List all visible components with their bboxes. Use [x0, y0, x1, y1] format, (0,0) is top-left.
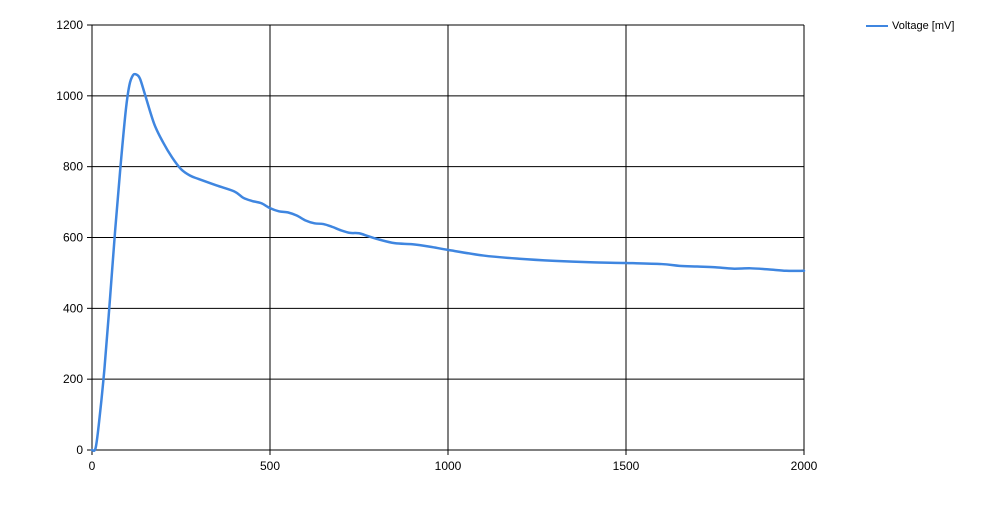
y-tick-label: 200: [63, 372, 83, 386]
series-line-voltage: [90, 72, 806, 453]
y-tick-label: 1000: [56, 89, 83, 103]
legend-label: Voltage [mV]: [892, 20, 955, 32]
y-tick-label: 600: [63, 231, 83, 245]
legend: Voltage [mV]: [866, 20, 954, 32]
y-tick-label: 0: [76, 443, 83, 457]
legend-swatch: [866, 25, 888, 27]
grid: [91, 24, 805, 451]
x-tick-label: 500: [260, 459, 280, 473]
axes: [87, 24, 805, 455]
y-tick-label: 800: [63, 160, 83, 174]
tick-labels: 0 500 1000 1500 2000 0 200 400 600 800 1000 1200: [56, 18, 817, 473]
x-tick-label: 1500: [613, 459, 640, 473]
x-tick-label: 1000: [435, 459, 462, 473]
y-tick-label: 400: [63, 301, 83, 315]
x-tick-label: 2000: [791, 459, 818, 473]
series: [90, 72, 806, 453]
y-tick-label: 1200: [56, 18, 83, 32]
x-tick-label: 0: [89, 459, 96, 473]
